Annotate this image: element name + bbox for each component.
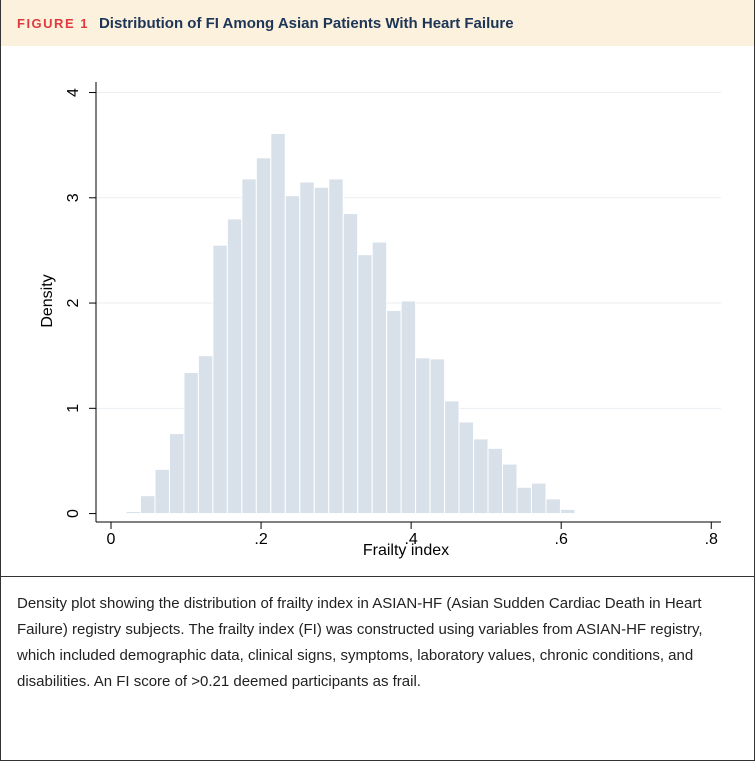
x-axis-title: Frailty index xyxy=(363,542,449,559)
x-tick-label: .8 xyxy=(705,531,718,548)
bar xyxy=(168,433,185,515)
chart-title: Distribution of FI Among Asian Patients … xyxy=(98,14,514,32)
caption: Density plot showing the distribution of… xyxy=(17,595,703,690)
bar xyxy=(342,213,359,515)
figure-label: FIGURE 1 xyxy=(17,15,89,31)
bar xyxy=(458,421,475,515)
bar xyxy=(125,510,141,515)
bar xyxy=(588,512,605,515)
bar xyxy=(197,355,214,515)
bar xyxy=(545,498,561,515)
bar xyxy=(444,400,460,515)
bar xyxy=(226,218,243,515)
bar xyxy=(299,181,315,515)
bar xyxy=(284,195,301,515)
y-tick-label: 4 xyxy=(65,88,82,97)
bar xyxy=(270,133,286,515)
y-tick-label: 3 xyxy=(65,193,82,202)
bar xyxy=(603,512,619,515)
bar xyxy=(241,178,257,515)
y-axis-title: Density xyxy=(39,274,56,327)
x-tick-label: 0 xyxy=(107,531,116,548)
bar xyxy=(574,512,590,515)
bar xyxy=(429,358,446,515)
bar xyxy=(357,254,373,515)
bar xyxy=(386,309,402,515)
bar xyxy=(371,241,388,515)
bar xyxy=(328,178,344,515)
bar xyxy=(313,186,330,515)
bar xyxy=(212,244,228,515)
bar xyxy=(516,486,532,515)
bar xyxy=(183,372,199,515)
y-tick-label: 2 xyxy=(65,299,82,308)
bar xyxy=(154,468,170,515)
bar xyxy=(415,357,431,515)
bar xyxy=(502,463,518,515)
bar xyxy=(473,438,489,515)
bar xyxy=(255,157,272,515)
separator xyxy=(1,576,754,577)
bar xyxy=(400,300,417,515)
chart: Frailty index Density 0 1 2 3 4 0 .2 .4 .6 .8 xyxy=(39,82,721,559)
x-tick-label: .6 xyxy=(555,531,568,548)
x-tick-label: .4 xyxy=(404,531,417,548)
x-tick-label: .2 xyxy=(254,531,267,548)
bar xyxy=(530,482,547,515)
bar xyxy=(487,447,504,515)
y-tick-label: 0 xyxy=(65,509,82,518)
figure-header: FIGURE 1 Distribution of FI Among Asian … xyxy=(1,0,754,46)
bar xyxy=(559,508,576,515)
y-tick-label: 1 xyxy=(65,404,82,413)
bar xyxy=(139,495,156,515)
